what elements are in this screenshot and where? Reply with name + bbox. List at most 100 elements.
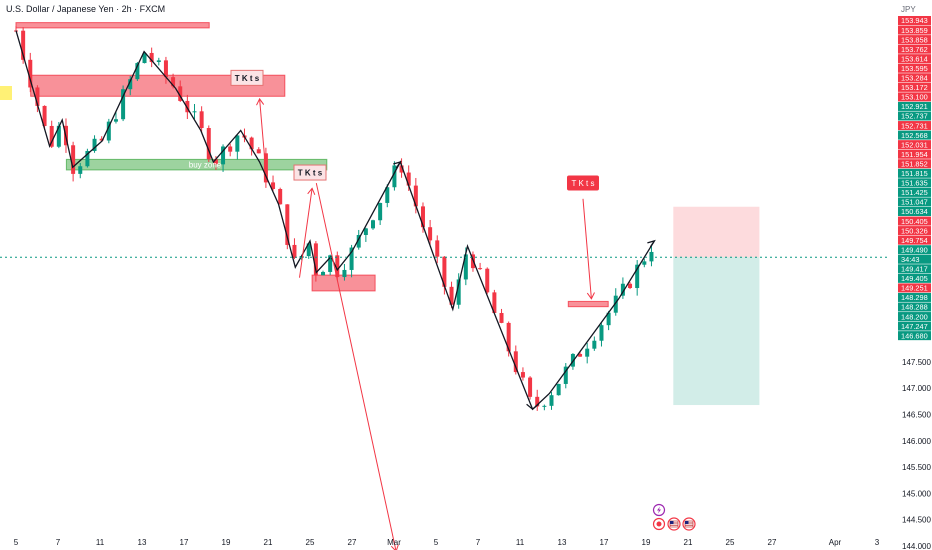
candle-body	[99, 138, 104, 141]
price-tag	[898, 235, 931, 245]
tkts-badge	[230, 69, 264, 86]
x-tick-label: 11	[96, 538, 105, 547]
candle-body	[549, 395, 554, 406]
candle-body	[356, 235, 361, 248]
candle-body	[463, 254, 468, 280]
candle-body	[185, 100, 190, 113]
x-axis: 5 7 11 13 17 19 21 25 27 Mar 5 7 11 13 17 19 21 25 27 Apr 3	[14, 538, 880, 547]
candle-body	[399, 165, 404, 173]
tkts-label: T K t s	[293, 164, 327, 181]
x-tick-label: 27	[768, 538, 777, 547]
price-tag	[898, 312, 931, 322]
price-tag-text: 149.251	[901, 284, 928, 293]
y-tick-label: 146.000	[902, 437, 931, 446]
price-tag-text: 151.954	[901, 150, 928, 159]
arrow-head	[393, 160, 402, 169]
price-tag	[898, 187, 931, 197]
candle-body	[113, 119, 118, 122]
price-tag-text: 151.815	[901, 169, 928, 178]
x-tick-label: 21	[264, 538, 273, 547]
candle-body	[556, 383, 561, 396]
candle-body	[328, 255, 333, 272]
tkts-text: T K t s	[298, 169, 323, 178]
x-tick-label: 25	[726, 538, 735, 547]
x-tick-label: 17	[180, 538, 189, 547]
lightning-icon	[652, 503, 666, 517]
price-tag-text: 149.754	[901, 236, 928, 245]
price-tag	[898, 92, 931, 102]
candle-body	[271, 182, 276, 189]
candle-body	[435, 240, 440, 257]
candle-body	[28, 59, 33, 88]
price-tag	[898, 283, 931, 293]
candle-body	[56, 125, 61, 147]
candle-body	[21, 30, 26, 60]
price-tag	[898, 197, 931, 207]
candle-body	[642, 261, 647, 265]
candle-body	[313, 243, 318, 276]
price-tag	[898, 159, 931, 169]
price-tag	[898, 149, 931, 159]
x-tick-label: 13	[558, 538, 567, 547]
candle-body	[42, 105, 47, 126]
price-tag	[898, 35, 931, 45]
price-tag-text: 150.634	[901, 207, 928, 216]
price-tag	[898, 216, 931, 226]
price-tag	[898, 44, 931, 54]
chart-title: U.S. Dollar / Japanese Yen · 2h · FXCM	[6, 4, 165, 14]
candle-body	[492, 292, 497, 313]
candles	[14, 26, 654, 411]
price-tag	[898, 292, 931, 302]
price-tag-text: 153.858	[901, 35, 928, 44]
price-tag-text: 153.284	[901, 74, 928, 83]
candle-body	[78, 166, 83, 174]
candle-body	[635, 264, 640, 289]
x-tick-label: 17	[600, 538, 609, 547]
candle-body	[121, 89, 126, 120]
price-tag-text: 153.100	[901, 93, 928, 102]
candle-body	[92, 138, 97, 151]
tkts-text: T K t s	[235, 74, 260, 83]
candle-body	[385, 187, 390, 203]
price-tag	[898, 254, 931, 264]
buy-zone-label: buy zone	[189, 161, 222, 170]
position-stop-zone	[673, 206, 760, 258]
candle-body	[106, 121, 111, 141]
candle-body	[542, 405, 547, 407]
price-tag-text: 153.943	[901, 16, 928, 25]
price-tag-text: 148.288	[901, 303, 928, 312]
price-tag-text: 152.921	[901, 102, 928, 111]
candle-body	[392, 165, 397, 188]
price-tag-text: 153.762	[901, 45, 928, 54]
candle-body	[163, 60, 168, 78]
price-tag-text: 150.326	[901, 226, 928, 235]
x-tick-label: 13	[138, 538, 147, 547]
price-tag-text: 152.031	[901, 140, 928, 149]
price-tag	[898, 302, 931, 312]
zigzag-line	[15, 30, 655, 411]
candle-body	[506, 322, 511, 352]
x-tick-label: 25	[306, 538, 315, 547]
candle-body	[221, 146, 226, 165]
candle-body	[406, 172, 411, 186]
price-tag-text: 149.405	[901, 274, 928, 283]
us-flag-icon	[667, 517, 681, 531]
candle-body	[613, 295, 618, 313]
candle-body	[578, 353, 583, 357]
candle-body	[478, 268, 483, 270]
candle-body	[499, 312, 504, 323]
y-tick-label: 145.000	[902, 489, 931, 498]
candle-body	[321, 271, 326, 276]
candle-body	[192, 111, 197, 113]
price-tag-text: 153.614	[901, 54, 928, 63]
candle-body	[228, 146, 233, 152]
x-tick-label: 7	[476, 538, 481, 547]
projection-arrow-head	[256, 97, 265, 106]
candle-body	[49, 125, 54, 147]
y-tick-label: 145.500	[902, 463, 931, 472]
price-tag-text: 151.635	[901, 179, 928, 188]
left-marker	[0, 86, 12, 100]
x-tick-label: 5	[14, 538, 19, 547]
price-tag-text: 151.425	[901, 188, 928, 197]
